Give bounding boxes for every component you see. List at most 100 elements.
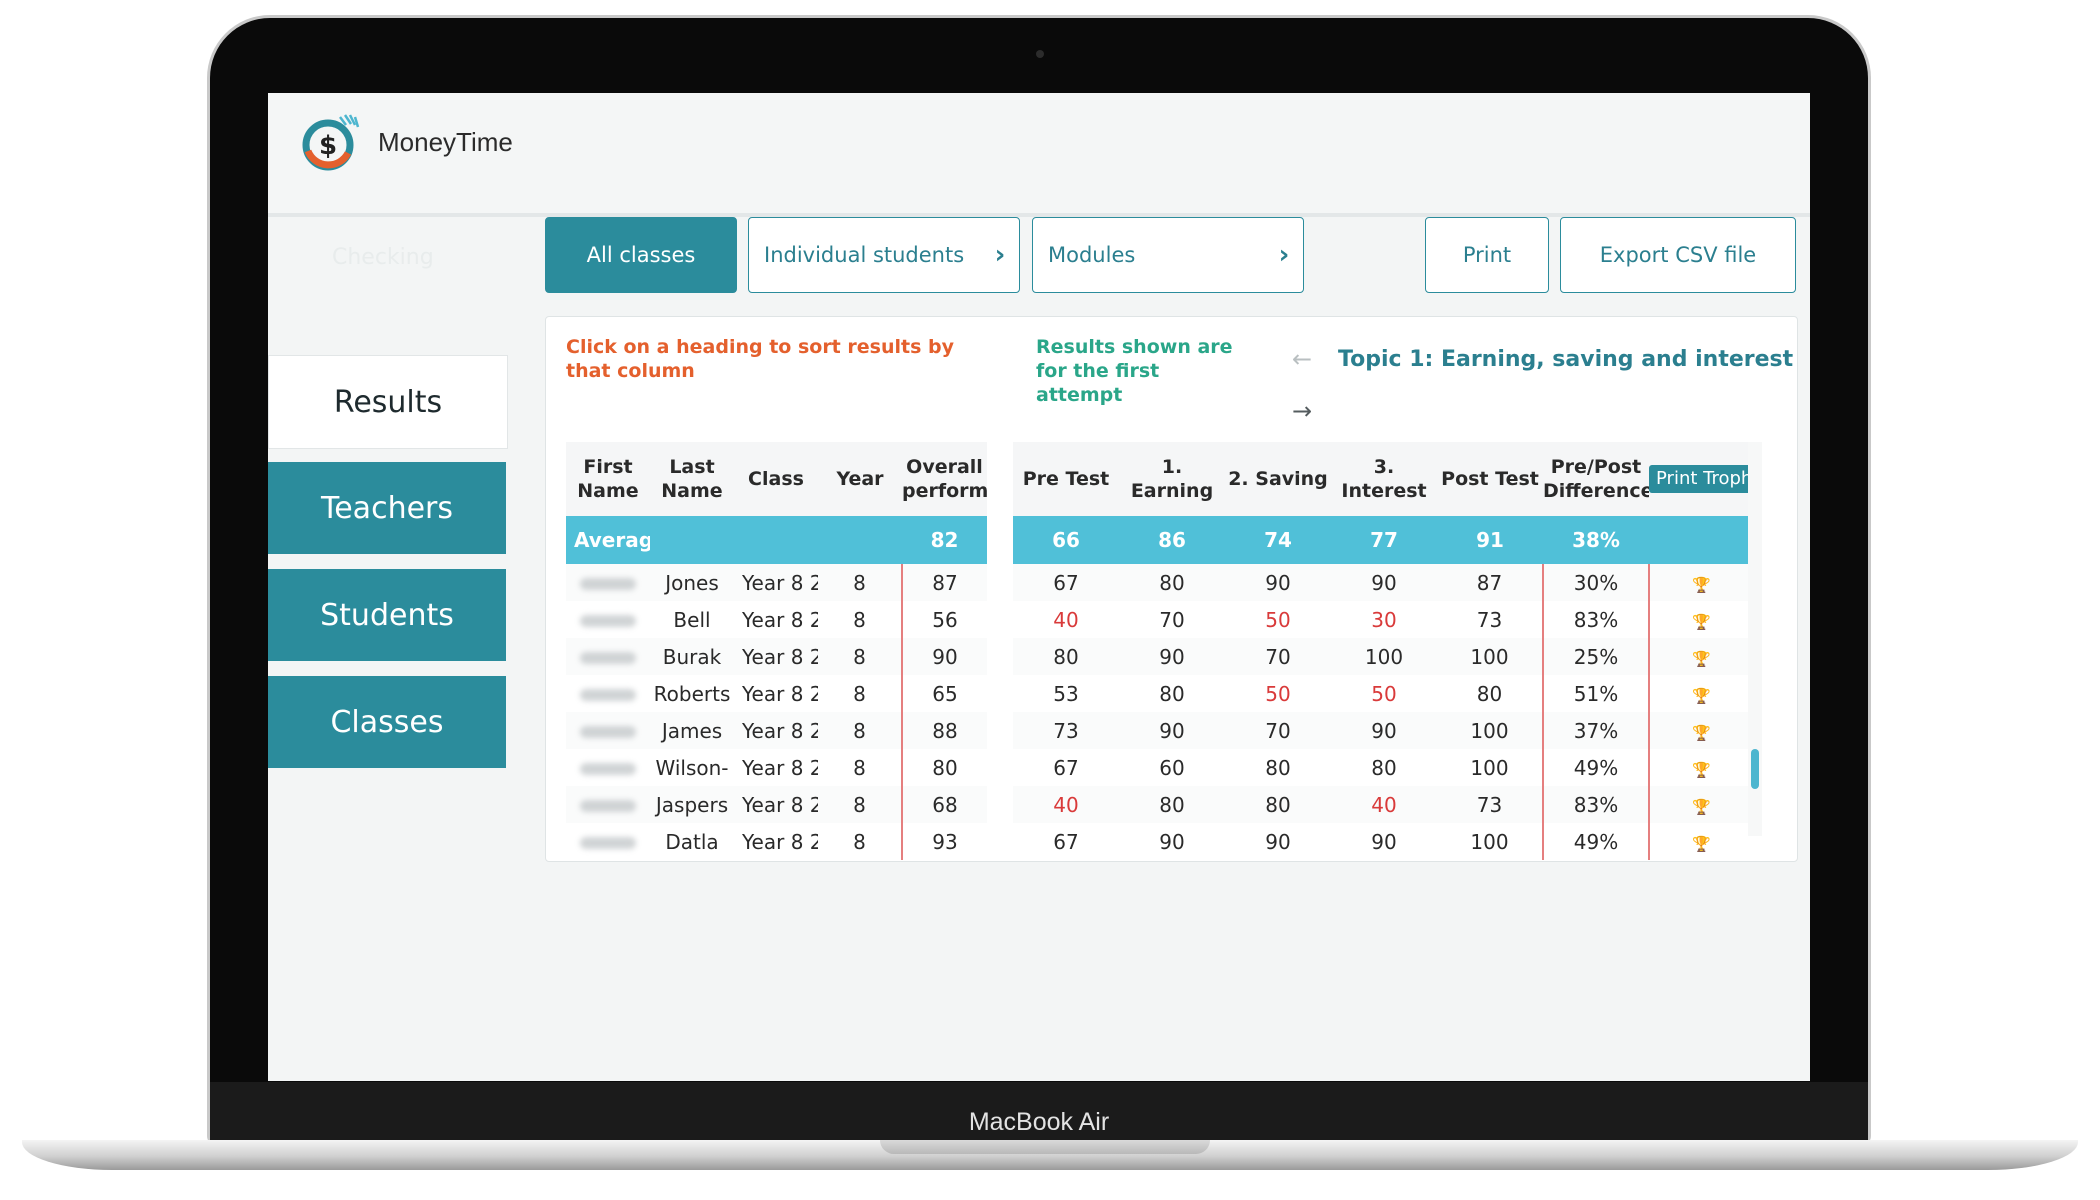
overall-cell: 90 — [902, 638, 987, 675]
redacted-name — [580, 725, 636, 738]
table-row[interactable]: 40 80 80 40 73 83% 🏆 — [1013, 786, 1753, 823]
table-row[interactable]: 67 90 90 90 100 49% 🏆 — [1013, 823, 1753, 860]
trophy-cell[interactable]: 🏆 — [1649, 638, 1753, 675]
table-row[interactable]: Datla Year 8 2 8 93 — [566, 823, 987, 860]
trophy-icon[interactable]: 🏆 — [1692, 797, 1711, 816]
column-header[interactable]: Pre Test — [1013, 442, 1119, 516]
column-header[interactable]: 3. Interest — [1331, 442, 1437, 516]
trophy-cell[interactable]: 🏆 — [1649, 675, 1753, 712]
score-cell: 80 — [1371, 755, 1397, 780]
last-name-cell: Jones — [650, 564, 734, 601]
redacted-name — [580, 614, 636, 627]
table-row[interactable]: Jaspers Year 8 2 8 68 — [566, 786, 987, 823]
scores-table: Pre Test 1. Earning 2. Saving 3. Interest Po… — [1013, 442, 1753, 860]
tab-individual-students[interactable]: Individual students › — [748, 217, 1020, 293]
column-header[interactable]: Year — [818, 442, 902, 516]
score-cell: 80 — [1225, 786, 1331, 823]
sidebar-item-teachers[interactable]: Teachers — [268, 462, 506, 554]
year-cell: 8 — [818, 823, 903, 860]
table-row[interactable]: Roberts Year 8 2 8 65 — [566, 675, 987, 712]
first-name-redacted — [566, 786, 650, 823]
print-button[interactable]: Print — [1425, 217, 1549, 293]
column-header[interactable]: Last Name — [650, 442, 734, 516]
arrow-right-icon[interactable]: → — [1292, 397, 1313, 425]
overall-cell: 87 — [902, 564, 987, 601]
class-cell: Year 8 2 — [742, 829, 818, 854]
column-header[interactable]: Overall perform — [902, 442, 987, 516]
trophy-cell[interactable]: 🏆 — [1649, 749, 1753, 786]
table-row[interactable]: Jones Year 8 2 8 87 — [566, 564, 987, 601]
last-name-cell: Roberts — [653, 681, 731, 706]
scrollbar-thumb[interactable] — [1751, 749, 1759, 789]
score-cell: 30% — [1543, 564, 1650, 601]
average-value: 77 — [1331, 516, 1437, 564]
score-cell: 67 — [1013, 564, 1119, 601]
trophy-cell[interactable]: 🏆 — [1649, 564, 1753, 601]
score-cell: 80 — [1013, 638, 1119, 675]
scrollbar-track[interactable] — [1748, 442, 1762, 836]
score-cell: 83% — [1543, 601, 1650, 638]
score-cell: 50 — [1265, 607, 1291, 632]
score-cell: 40 — [1331, 786, 1437, 823]
average-value: 38% — [1543, 516, 1649, 564]
score-cell: 90 — [1331, 564, 1437, 601]
arrow-left-icon[interactable]: ← — [1292, 345, 1313, 373]
trophy-icon[interactable]: 🏆 — [1692, 686, 1711, 705]
score-cell: 53 — [1053, 681, 1079, 706]
average-overall: 82 — [902, 516, 987, 564]
table-row[interactable]: 67 80 90 90 87 30% 🏆 — [1013, 564, 1753, 601]
class-cell: Year 8 2 — [734, 712, 818, 749]
average-row: Average 82 — [566, 516, 987, 564]
export-label: Export CSV file — [1599, 243, 1757, 267]
sidebar-item-classes[interactable]: Classes — [268, 676, 506, 768]
column-header[interactable]: 1. Earning — [1119, 442, 1225, 516]
column-header[interactable]: First Name — [566, 442, 650, 516]
trophy-cell[interactable]: 🏆 — [1649, 712, 1753, 749]
column-header[interactable]: Class — [734, 442, 818, 516]
trophy-cell[interactable]: 🏆 — [1649, 601, 1753, 638]
sidebar-item-students[interactable]: Students — [268, 569, 506, 661]
year-cell: 8 — [818, 675, 903, 712]
trophy-icon[interactable]: 🏆 — [1692, 575, 1711, 594]
score-cell: 100 — [1437, 638, 1544, 675]
table-row[interactable]: Bell Year 8 2 8 56 — [566, 601, 987, 638]
table-row[interactable]: Wilson- Year 8 2 8 80 — [566, 749, 987, 786]
column-header[interactable]: Post Test — [1437, 442, 1543, 516]
table-row[interactable]: James Year 8 2 8 88 — [566, 712, 987, 749]
first-name-redacted — [566, 712, 650, 749]
trophy-icon[interactable]: 🏆 — [1692, 723, 1711, 742]
print-trophies-button[interactable]: Print Trophies — [1649, 465, 1753, 493]
chevron-right-icon: › — [1278, 240, 1290, 270]
table-cell — [650, 516, 734, 564]
tab-all-classes[interactable]: All classes — [545, 217, 737, 293]
trophy-icon[interactable]: 🏆 — [1692, 834, 1711, 853]
trophy-icon[interactable]: 🏆 — [1692, 612, 1711, 631]
overall-cell: 80 — [932, 755, 958, 780]
print-label: Print — [1462, 243, 1512, 267]
average-row: 66 86 74 77 91 38% — [1013, 516, 1753, 564]
tab-modules[interactable]: Modules › — [1032, 217, 1304, 293]
sidebar-item-results[interactable]: Results — [268, 355, 508, 449]
table-row[interactable]: 67 60 80 80 100 49% 🏆 — [1013, 749, 1753, 786]
trophy-icon[interactable]: 🏆 — [1692, 649, 1711, 668]
sidebar-item-label: Students — [320, 597, 454, 633]
table-row[interactable]: 40 70 50 30 73 83% 🏆 — [1013, 601, 1753, 638]
column-header[interactable]: Pre/Post Difference — [1543, 442, 1649, 516]
chevron-right-icon: › — [994, 240, 1006, 270]
table-row[interactable]: Burak Year 8 2 8 90 — [566, 638, 987, 675]
year-cell: 8 — [818, 564, 903, 601]
trophy-cell[interactable]: 🏆 — [1649, 786, 1753, 823]
export-csv-button[interactable]: Export CSV file — [1560, 217, 1796, 293]
score-cell: 80 — [1119, 564, 1225, 601]
last-name-cell: Bell — [673, 607, 711, 632]
column-header[interactable]: 2. Saving — [1225, 442, 1331, 516]
attempt-notice: Results shown are for the first attempt — [1036, 336, 1233, 406]
table-row[interactable]: 73 90 70 90 100 37% 🏆 — [1013, 712, 1753, 749]
trophy-cell[interactable]: 🏆 — [1649, 823, 1753, 860]
table-row[interactable]: 80 90 70 100 100 25% 🏆 — [1013, 638, 1753, 675]
score-cell: 100 — [1437, 712, 1544, 749]
class-cell: Year 8 2 — [734, 638, 818, 675]
trophy-icon[interactable]: 🏆 — [1692, 760, 1711, 779]
table-row[interactable]: 53 80 50 50 80 51% 🏆 — [1013, 675, 1753, 712]
score-cell: 80 — [1159, 681, 1185, 706]
